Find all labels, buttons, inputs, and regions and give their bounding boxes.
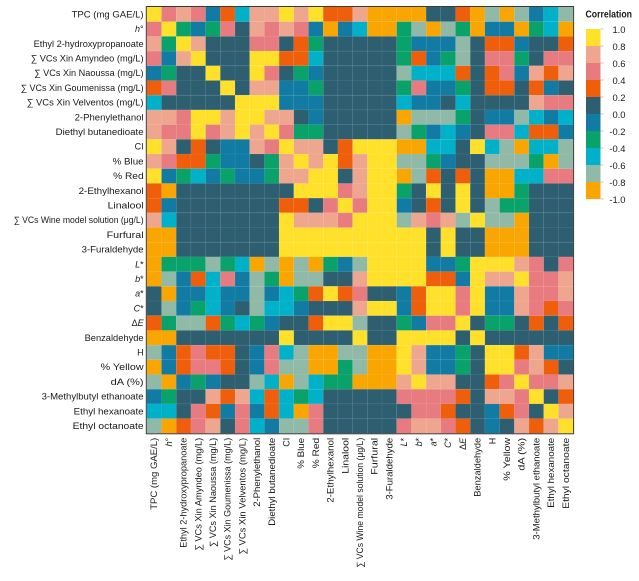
svg-text:1.0: 1.0 bbox=[612, 24, 625, 35]
svg-text:-0.8: -0.8 bbox=[609, 177, 625, 188]
svg-text:Correlation: Correlation bbox=[586, 10, 633, 21]
svg-text:a*: a* bbox=[135, 289, 144, 299]
svg-text:CI: CI bbox=[135, 142, 144, 152]
svg-text:-0.4: -0.4 bbox=[609, 143, 625, 154]
svg-text:Ethyl 2-hydroxypropanoate: Ethyl 2-hydroxypropanoate bbox=[34, 39, 144, 49]
svg-text:Ethyl octanoate: Ethyl octanoate bbox=[561, 438, 571, 509]
svg-text:Ethyl 2-hydroxypropanoate: Ethyl 2-hydroxypropanoate bbox=[179, 438, 189, 548]
svg-text:∑ VCs Xin Amyndeo (mg/L): ∑ VCs Xin Amyndeo (mg/L) bbox=[31, 53, 144, 63]
svg-text:C*: C* bbox=[134, 303, 145, 313]
svg-text:% Blue: % Blue bbox=[113, 156, 144, 166]
svg-text:∑ VCs Xin Velventos (mg/L): ∑ VCs Xin Velventos (mg/L) bbox=[27, 98, 144, 108]
svg-text:3-Furaldehyde: 3-Furaldehyde bbox=[82, 245, 144, 255]
svg-text:2-Ethylhexanol: 2-Ethylhexanol bbox=[79, 186, 144, 196]
svg-text:Furfural: Furfural bbox=[370, 438, 380, 475]
svg-text:L*: L* bbox=[135, 259, 144, 269]
svg-text:-0.2: -0.2 bbox=[609, 126, 625, 137]
svg-text:% Blue: % Blue bbox=[296, 438, 306, 469]
svg-text:2-Phenylethanol: 2-Phenylethanol bbox=[252, 438, 262, 507]
svg-text:Linalool: Linalool bbox=[108, 200, 144, 210]
svg-text:Linalool: Linalool bbox=[340, 438, 350, 474]
svg-text:3-Furaldehyde: 3-Furaldehyde bbox=[384, 438, 394, 500]
svg-text:dA (%): dA (%) bbox=[517, 438, 527, 471]
svg-text:a*: a* bbox=[428, 437, 438, 446]
svg-text:Benzaldehyde: Benzaldehyde bbox=[85, 333, 144, 343]
svg-text:0.0: 0.0 bbox=[612, 109, 625, 120]
svg-text:3-Methylbutyl ethanoate: 3-Methylbutyl ethanoate bbox=[531, 438, 541, 540]
svg-text:3-Methylbutyl ethanoate: 3-Methylbutyl ethanoate bbox=[42, 392, 144, 402]
svg-text:h°: h° bbox=[135, 24, 144, 34]
svg-text:0.8: 0.8 bbox=[612, 41, 625, 52]
svg-text:dA (%): dA (%) bbox=[111, 377, 144, 387]
svg-text:Ethyl octanoate: Ethyl octanoate bbox=[73, 421, 144, 431]
svg-text:CI: CI bbox=[281, 438, 291, 447]
svg-text:∑ VCs Xin Naoussa (mg/L): ∑ VCs Xin Naoussa (mg/L) bbox=[34, 68, 144, 78]
svg-text:2-Ethylhexanol: 2-Ethylhexanol bbox=[326, 438, 336, 503]
svg-text:L*: L* bbox=[399, 437, 409, 446]
svg-text:0.4: 0.4 bbox=[612, 75, 625, 86]
svg-text:Furfural: Furfural bbox=[107, 230, 144, 240]
svg-text:TPC (mg GAE/L): TPC (mg GAE/L) bbox=[72, 9, 144, 19]
svg-text:Benzaldehyde: Benzaldehyde bbox=[473, 438, 483, 497]
svg-text:Diethyl butanedioate: Diethyl butanedioate bbox=[56, 127, 144, 137]
svg-text:Ethyl hexanoate: Ethyl hexanoate bbox=[546, 438, 556, 508]
svg-text:Diethyl butanedioate: Diethyl butanedioate bbox=[267, 438, 277, 526]
svg-text:% Yellow: % Yellow bbox=[502, 437, 512, 481]
svg-text:TPC (mg GAE/L): TPC (mg GAE/L) bbox=[149, 438, 159, 510]
svg-text:∑ VCs Xin Velventos (mg/L): ∑ VCs Xin Velventos (mg/L) bbox=[237, 438, 247, 555]
svg-text:∑ VCs Xin Goumenissa (mg/L): ∑ VCs Xin Goumenissa (mg/L) bbox=[21, 83, 144, 93]
svg-text:∑ VCs Wine model solution (μg/: ∑ VCs Wine model solution (μg/L) bbox=[14, 215, 144, 225]
svg-text:% Red: % Red bbox=[311, 438, 321, 469]
svg-text:∑ VCs Xin Naoussa (mg/L): ∑ VCs Xin Naoussa (mg/L) bbox=[208, 438, 218, 548]
svg-text:∑ VCs Xin Goumenissa (mg/L): ∑ VCs Xin Goumenissa (mg/L) bbox=[223, 438, 233, 561]
svg-text:% Yellow: % Yellow bbox=[101, 362, 145, 372]
svg-text:2-Phenylethanol: 2-Phenylethanol bbox=[75, 112, 144, 122]
svg-text:Ethyl hexanoate: Ethyl hexanoate bbox=[74, 406, 144, 416]
svg-text:-0.6: -0.6 bbox=[609, 160, 625, 171]
svg-text:ΔE: ΔE bbox=[458, 437, 468, 450]
svg-text:0.2: 0.2 bbox=[612, 92, 625, 103]
svg-text:ΔE: ΔE bbox=[132, 318, 145, 328]
svg-text:H: H bbox=[137, 347, 144, 357]
svg-text:C*: C* bbox=[443, 437, 453, 448]
svg-text:∑ VCs Wine model solution (μg/: ∑ VCs Wine model solution (μg/L) bbox=[355, 438, 365, 568]
svg-text:0.6: 0.6 bbox=[612, 58, 625, 69]
svg-text:-1.0: -1.0 bbox=[609, 194, 625, 205]
svg-text:h°: h° bbox=[164, 437, 174, 446]
svg-text:b*: b* bbox=[135, 274, 144, 284]
svg-text:H: H bbox=[487, 438, 497, 445]
svg-text:% Red: % Red bbox=[113, 171, 144, 181]
svg-text:b*: b* bbox=[414, 437, 424, 446]
svg-text:∑ VCs Xin Amyndeo (mg/L): ∑ VCs Xin Amyndeo (mg/L) bbox=[193, 438, 203, 551]
